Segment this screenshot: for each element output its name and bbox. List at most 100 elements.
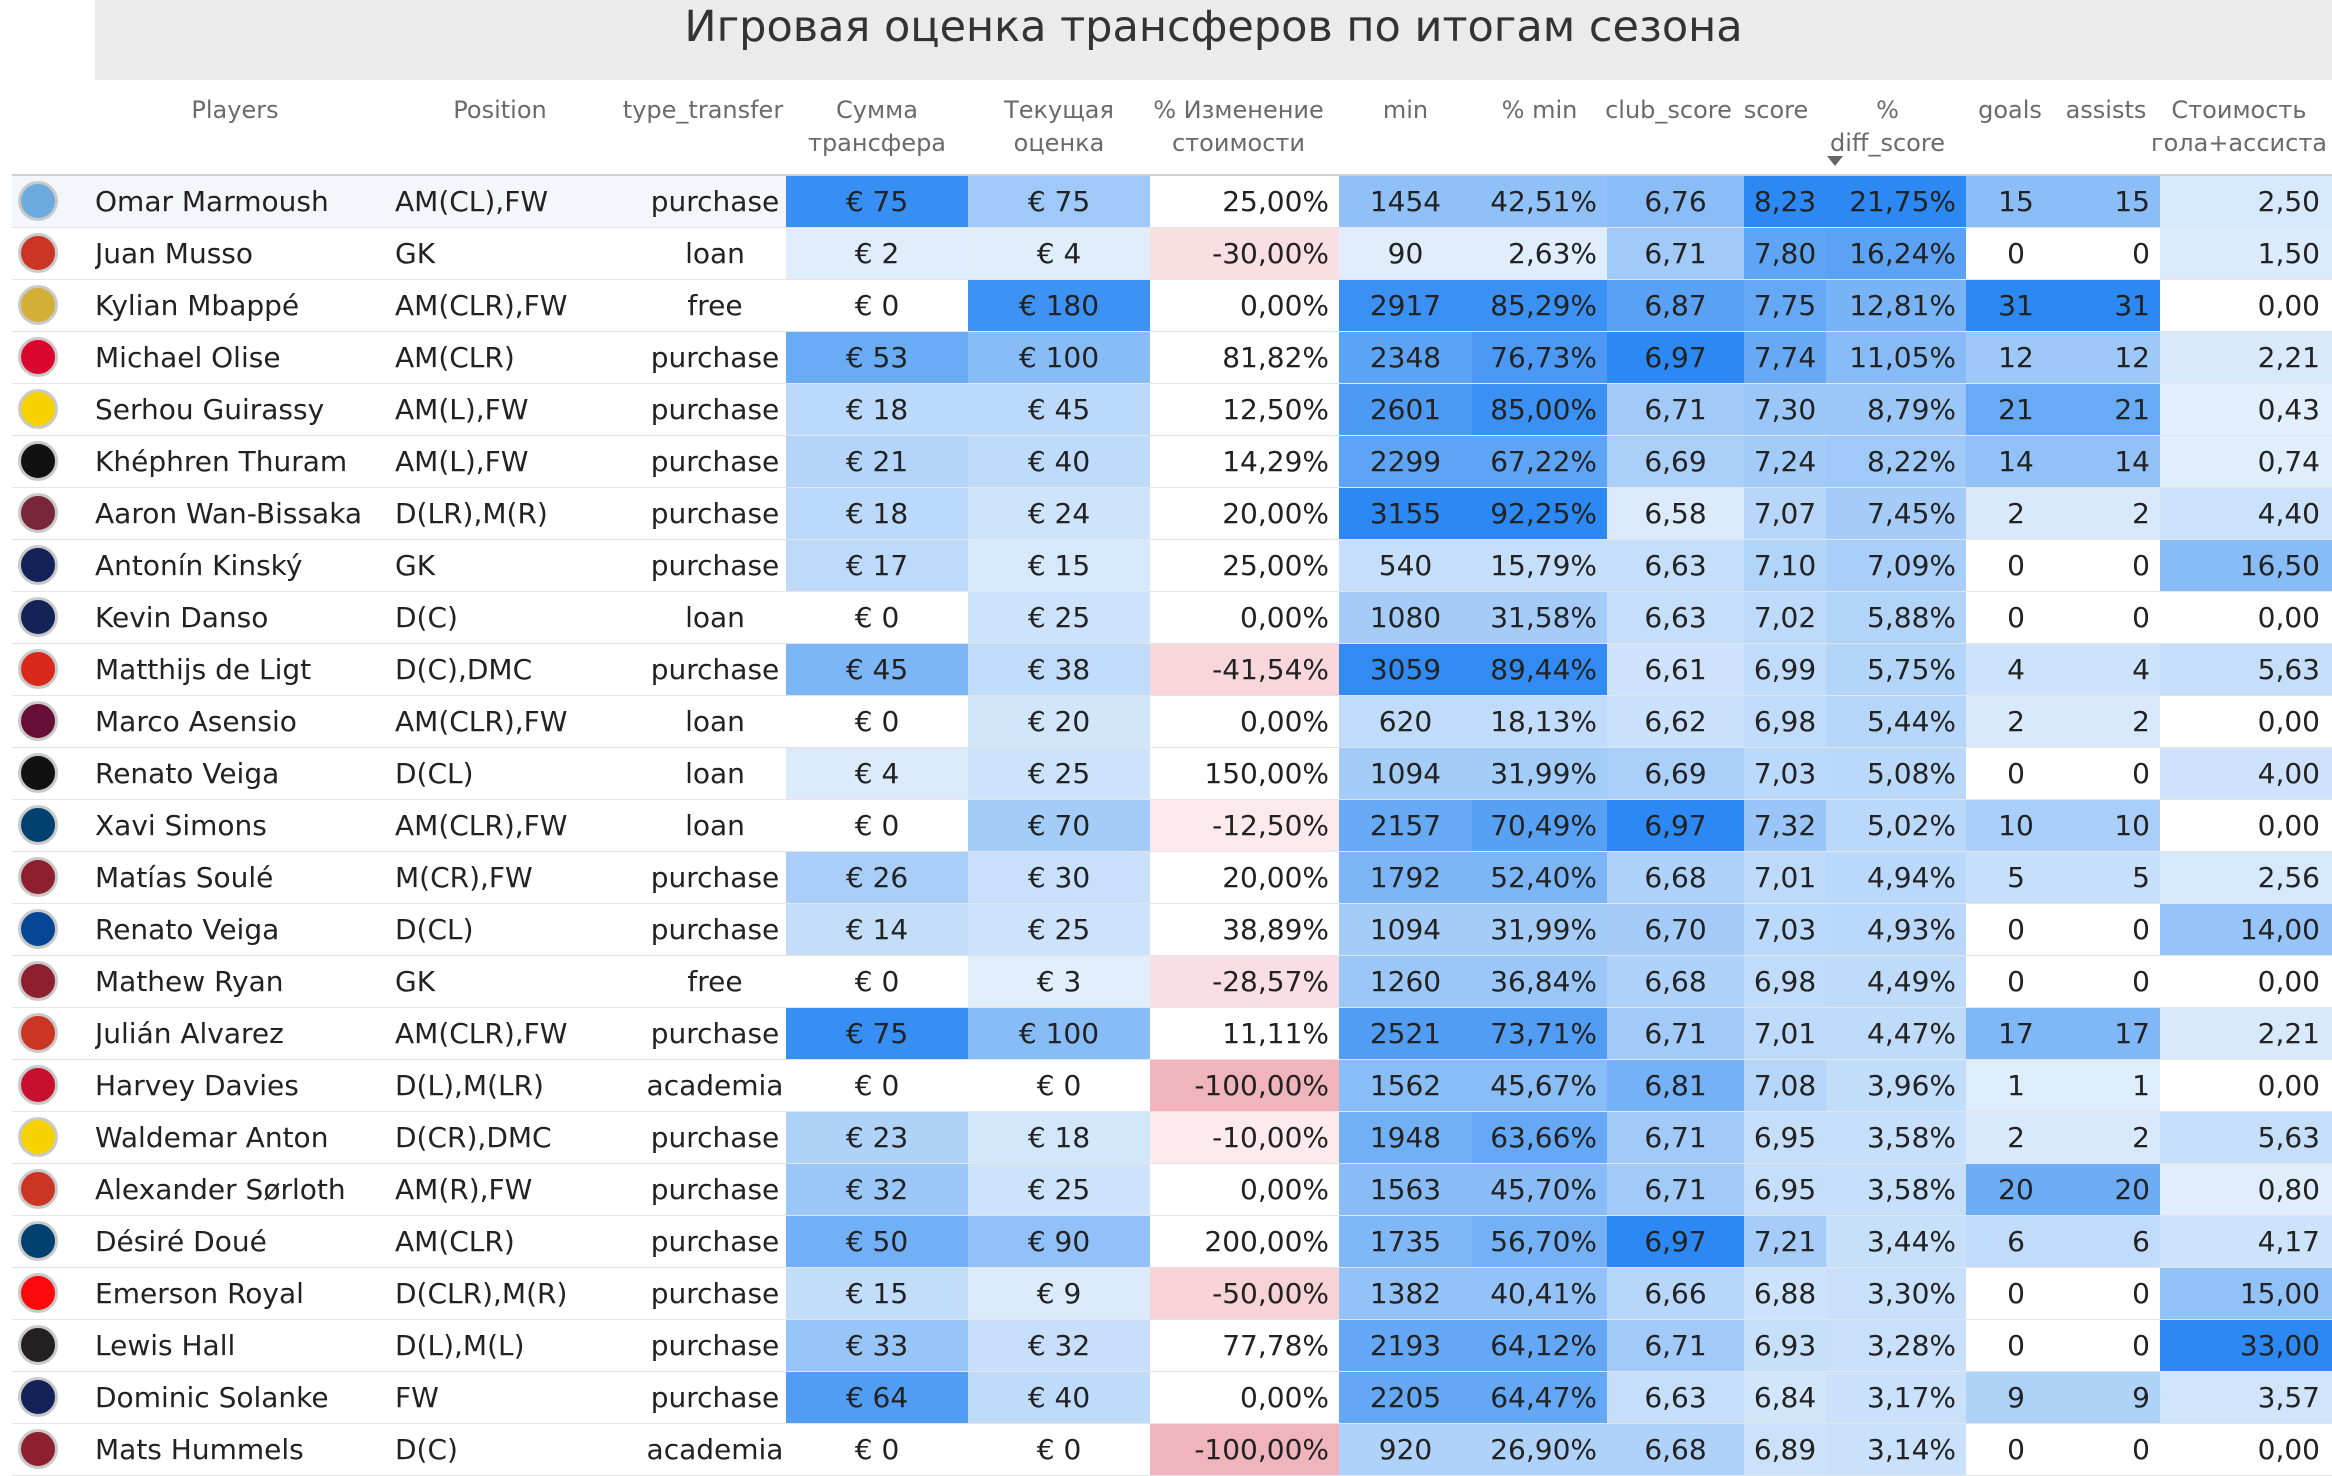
table-row[interactable]: Lewis Hall D(L),M(L) purchase € 33 € 32 77,78… (12, 1320, 2332, 1372)
table-row[interactable]: Julián Alvarez AM(CLR),FW purchase € 75 € 10… (12, 1008, 2332, 1060)
column-header-position[interactable]: Position (453, 96, 547, 124)
minutes-cell: 1094 (1339, 748, 1472, 799)
value-change-pct-cell: 0,00% (1150, 1164, 1339, 1215)
table-row[interactable]: Marco Asensio AM(CLR),FW loan € 0 € 20 0,00% 6… (12, 696, 2332, 748)
table-row[interactable]: Alexander Sørloth AM(R),FW purchase € 32 € 2… (12, 1164, 2332, 1216)
minutes-pct-cell: 67,22% (1472, 436, 1607, 487)
table-row[interactable]: Waldemar Anton D(CR),DMC purchase € 23 € 18-… (12, 1112, 2332, 1164)
table-row[interactable]: Antonín Kinský GK purchase € 17 € 15 25,00% 54… (12, 540, 2332, 592)
current-value-cell: € 100 (968, 1008, 1150, 1059)
table-row[interactable]: Désiré Doué AM(CLR) purchase € 50 € 90 200,00… (12, 1216, 2332, 1268)
column-header-goals[interactable]: goals (1978, 96, 2042, 124)
column-header-players[interactable]: Players (191, 96, 279, 124)
minutes-cell: 1792 (1339, 852, 1472, 903)
club-logo-icon (18, 857, 58, 897)
column-header-club-score[interactable]: club_score (1605, 96, 1732, 124)
transfer-sum-cell: € 0 (786, 1060, 968, 1111)
sort-descending-icon[interactable] (1827, 156, 1843, 166)
table-row[interactable]: Mathew Ryan GK free € 0 € 3 -28,57% 1260 36,84%… (12, 956, 2332, 1008)
club-score-cell: 6,81 (1607, 1060, 1744, 1111)
score-cell: 7,30 (1744, 384, 1826, 435)
diff-score-pct-cell: 3,58% (1826, 1112, 1966, 1163)
club-logo-icon (18, 285, 58, 325)
table-row[interactable]: Aaron Wan-Bissaka D(LR),M(R) purchase € 18 €… (12, 488, 2332, 540)
assists-cell: 6 (2066, 1216, 2160, 1267)
current-value-cell: € 32 (968, 1320, 1150, 1371)
minutes-pct-cell: 2,63% (1472, 228, 1607, 279)
column-header-pct-diff[interactable]: % diff_score (1830, 96, 1945, 157)
column-header-cost[interactable]: Стоимость гола+ассиста (2150, 96, 2328, 157)
column-header-min[interactable]: min (1382, 96, 1429, 124)
table-row[interactable]: Dominic Solanke FW purchase € 64 € 40 0,00% 22… (12, 1372, 2332, 1424)
transfer-sum-cell: € 0 (786, 1424, 968, 1475)
assists-cell: 0 (2066, 1268, 2160, 1319)
column-header-pct-change[interactable]: % Изменение стоимости (1153, 96, 1324, 157)
assists-cell: 0 (2066, 1320, 2160, 1371)
column-header-current[interactable]: Текущая оценка (1004, 96, 1114, 157)
table-row[interactable]: Omar Marmoush AM(CL),FW purchase € 75 € 75 25… (12, 176, 2332, 228)
minutes-pct-cell: 31,99% (1472, 904, 1607, 955)
column-header-sum[interactable]: Сумма трансфера (807, 96, 947, 157)
table-row[interactable]: Harvey Davies D(L),M(LR) academia € 0 € 0 -10… (12, 1060, 2332, 1112)
current-value-cell: € 180 (968, 280, 1150, 331)
table-row[interactable]: Serhou Guirassy AM(L),FW purchase € 18 € 45 1… (12, 384, 2332, 436)
value-change-pct-cell: -28,57% (1150, 956, 1339, 1007)
club-score-cell: 6,97 (1607, 800, 1744, 851)
page-title: Игровая оценка трансферов по итогам сезо… (684, 2, 1743, 52)
assists-cell: 0 (2066, 228, 2160, 279)
goals-cell: 10 (1966, 800, 2066, 851)
goals-cell: 2 (1966, 1112, 2066, 1163)
diff-score-pct-cell: 4,94% (1826, 852, 1966, 903)
cost-per-goal-assist-cell: 5,63 (2160, 644, 2332, 695)
column-header-assists[interactable]: assists (2065, 96, 2147, 124)
column-header-score[interactable]: score (1743, 96, 1809, 124)
diff-score-pct-cell: 7,09% (1826, 540, 1966, 591)
assists-cell: 0 (2066, 956, 2160, 1007)
cost-per-goal-assist-cell: 0,74 (2160, 436, 2332, 487)
player-name-cell: Waldemar Anton (95, 1121, 329, 1154)
minutes-cell: 1735 (1339, 1216, 1472, 1267)
table-row[interactable]: Michael Olise AM(CLR) purchase € 53 € 100 81,… (12, 332, 2332, 384)
transfer-sum-cell: € 45 (786, 644, 968, 695)
goals-cell: 0 (1966, 592, 2066, 643)
minutes-cell: 2193 (1339, 1320, 1472, 1371)
table-row[interactable]: Matthijs de Ligt D(C),DMC purchase € 45 € 38… (12, 644, 2332, 696)
diff-score-pct-cell: 3,30% (1826, 1268, 1966, 1319)
minutes-cell: 3059 (1339, 644, 1472, 695)
value-change-pct-cell: 20,00% (1150, 488, 1339, 539)
goals-cell: 0 (1966, 904, 2066, 955)
table-row[interactable]: Khéphren Thuram AM(L),FW purchase € 21 € 40 1… (12, 436, 2332, 488)
table-row[interactable]: Juan Musso GK loan € 2 € 4 -30,00% 90 2,63% 6,71… (12, 228, 2332, 280)
table-row[interactable]: Emerson Royal D(CLR),M(R) purchase € 15 € 9-… (12, 1268, 2332, 1320)
minutes-pct-cell: 45,70% (1472, 1164, 1607, 1215)
minutes-pct-cell: 42,51% (1472, 176, 1607, 227)
player-name-cell: Mats Hummels (95, 1433, 304, 1466)
minutes-pct-cell: 40,41% (1472, 1268, 1607, 1319)
table-row[interactable]: Mats Hummels D(C) academia € 0 € 0 -100,00% 92… (12, 1424, 2332, 1476)
value-change-pct-cell: 150,00% (1150, 748, 1339, 799)
cost-per-goal-assist-cell: 0,80 (2160, 1164, 2332, 1215)
player-name-cell: Aaron Wan-Bissaka (95, 497, 363, 530)
table-row[interactable]: Renato Veiga D(CL) loan € 4 € 25 150,00% 1094 3… (12, 748, 2332, 800)
column-header-pct-min[interactable]: % min (1501, 96, 1578, 124)
cost-per-goal-assist-cell: 2,50 (2160, 176, 2332, 227)
header-divider (12, 174, 2332, 176)
current-value-cell: € 75 (968, 176, 1150, 227)
club-score-cell: 6,71 (1607, 1320, 1744, 1371)
position-cell: AM(CLR),FW (395, 289, 568, 322)
transfer-sum-cell: € 23 (786, 1112, 968, 1163)
minutes-pct-cell: 52,40% (1472, 852, 1607, 903)
minutes-cell: 620 (1339, 696, 1472, 747)
transfer-sum-cell: € 50 (786, 1216, 968, 1267)
table-row[interactable]: Kylian Mbappé AM(CLR),FW free € 0 € 180 0,00%… (12, 280, 2332, 332)
table-row[interactable]: Renato Veiga D(CL) purchase € 14 € 25 38,89% 1… (12, 904, 2332, 956)
minutes-pct-cell: 89,44% (1472, 644, 1607, 695)
table-row[interactable]: Xavi Simons AM(CLR),FW loan € 0 € 70 -12,50% 2… (12, 800, 2332, 852)
current-value-cell: € 3 (968, 956, 1150, 1007)
table-row[interactable]: Kevin Danso D(C) loan € 0 € 25 0,00% 1080 31,58… (12, 592, 2332, 644)
table-row[interactable]: Matías Soulé M(CR),FW purchase € 26 € 30 20,0… (12, 852, 2332, 904)
column-header-type-transfer[interactable]: type_transfer (622, 96, 784, 124)
minutes-pct-cell: 73,71% (1472, 1008, 1607, 1059)
club-logo-icon (18, 233, 58, 273)
club-logo-icon (18, 1273, 58, 1313)
